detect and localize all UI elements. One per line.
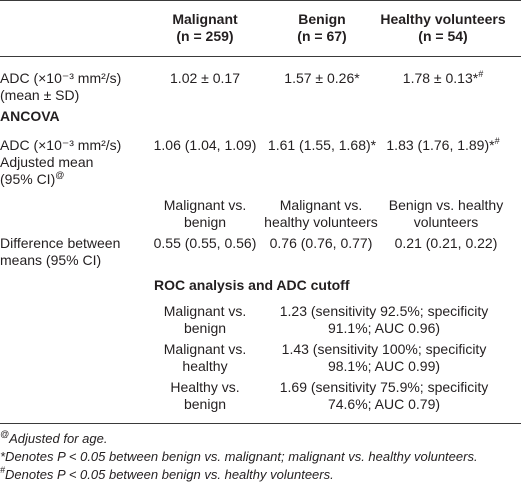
ancova-healthy-mark: #	[494, 136, 500, 146]
comparison-col3-line1: Benign vs. healthy	[388, 197, 504, 213]
roc-row1-label1: Malignant vs.	[163, 303, 247, 319]
footnote-adjusted: @Adjusted for age.	[0, 429, 108, 447]
footnote-benign-healthy-text: Denotes P < 0.05 between benign vs. heal…	[5, 467, 334, 482]
roc-row2-label1: Malignant vs.	[163, 341, 247, 357]
benign-name: Benign	[298, 11, 346, 27]
benign-n: (n = 67)	[297, 28, 347, 44]
col-header-healthy: Healthy volunteers (n = 54)	[368, 11, 518, 45]
header-rule	[0, 56, 521, 57]
healthy-n: (n = 54)	[418, 28, 468, 44]
difference-value-1: 0.55 (0.55, 0.56)	[153, 235, 257, 251]
adc-label-line1: ADC (×10⁻³ mm²/s)	[0, 70, 122, 86]
difference-value-3: 0.21 (0.21, 0.22)	[394, 235, 498, 251]
adc-label-line2: (mean ± SD)	[0, 87, 80, 103]
adc-row-label: ADC (×10⁻³ mm²/s) (mean ± SD)	[0, 70, 121, 104]
ancova-label-line1: ADC (×10⁻³ mm²/s)	[0, 137, 122, 153]
roc-row-value: 1.23 (sensitivity 92.5%; specificity 91.…	[262, 303, 506, 337]
difference-row-label: Difference between means (95% CI)	[0, 235, 120, 269]
roc-row1-value1: 1.23 (sensitivity 92.5%; specificity	[279, 303, 489, 319]
difference-label-line1: Difference between	[0, 235, 121, 251]
comparison-col2: Malignant vs. healthy volunteers	[256, 197, 386, 231]
bottom-rule	[0, 423, 521, 424]
footnote-adjusted-text: Adjusted for age.	[9, 431, 108, 446]
roc-row-value: 1.43 (sensitivity 100%; specificity 98.1…	[262, 341, 506, 375]
roc-row2-value1: 1.43 (sensitivity 100%; specificity	[281, 341, 487, 357]
adc-healthy-value: 1.78 ± 0.13*	[402, 70, 479, 86]
ancova-row-label: ADC (×10⁻³ mm²/s) Adjusted mean (95% CI)…	[0, 137, 121, 188]
roc-row3-value2: 74.6%; AUC 0.79)	[327, 396, 441, 412]
footnote-benign-malignant: *Denotes P < 0.05 between benign vs. mal…	[0, 449, 478, 464]
roc-row3-label2: benign	[183, 396, 227, 412]
ancova-label-line3: (95% CI)	[0, 171, 56, 187]
comparison-col2-line1: Malignant vs.	[279, 197, 363, 213]
adc-healthy: 1.78 ± 0.13*#	[368, 70, 518, 87]
roc-row-label: Malignant vs. healthy	[140, 341, 270, 375]
malignant-n: (n = 259)	[176, 28, 234, 44]
difference-value-2: 0.76 (0.76, 0.77)	[269, 235, 373, 251]
ancova-healthy-value: 1.83 (1.76, 1.89)*	[386, 137, 495, 153]
comparison-col1-line2: benign	[183, 214, 227, 230]
footnote-benign-healthy: #Denotes P < 0.05 between benign vs. hea…	[0, 465, 334, 483]
ancova-label-line2: Adjusted mean	[0, 154, 94, 170]
roc-row3-label1: Healthy vs.	[170, 379, 240, 395]
adc-malignant: 1.02 ± 0.17	[170, 70, 240, 86]
roc-row-label: Healthy vs. benign	[140, 379, 270, 413]
ancova-label-mark: @	[55, 170, 65, 180]
adc-healthy-mark: #	[478, 69, 484, 79]
top-rule	[0, 0, 521, 1]
roc-row-label: Malignant vs. benign	[140, 303, 270, 337]
comparison-col2-line2: healthy volunteers	[264, 214, 378, 230]
roc-row2-label2: healthy	[182, 358, 228, 374]
comparison-col1: Malignant vs. benign	[140, 197, 270, 231]
roc-row1-value2: 91.1%; AUC 0.96)	[327, 320, 441, 336]
footnote-adjusted-mark: @	[0, 429, 10, 439]
roc-row1-label2: benign	[183, 320, 227, 336]
col-header-benign: Benign (n = 67)	[262, 11, 382, 45]
comparison-col3: Benign vs. healthy volunteers	[372, 197, 520, 231]
malignant-name: Malignant	[172, 11, 238, 27]
footnote-benign-healthy-mark: #	[0, 465, 6, 475]
ancova-healthy: 1.83 (1.76, 1.89)*#	[368, 137, 518, 154]
difference-label-line2: means (95% CI)	[0, 252, 102, 268]
roc-row-value: 1.69 (sensitivity 75.9%; specificity 74.…	[262, 379, 506, 413]
ancova-heading: ANCOVA	[0, 108, 60, 124]
ancova-malignant: 1.06 (1.04, 1.09)	[153, 137, 257, 153]
comparison-col1-line1: Malignant vs.	[163, 197, 247, 213]
adc-benign: 1.57 ± 0.26*	[284, 70, 360, 86]
roc-row3-value1: 1.69 (sensitivity 75.9%; specificity	[279, 379, 489, 395]
ancova-benign: 1.61 (1.55, 1.68)*	[267, 137, 377, 153]
col-header-malignant: Malignant (n = 259)	[140, 11, 270, 45]
roc-row2-value2: 98.1%; AUC 0.99)	[327, 358, 441, 374]
comparison-col3-line2: volunteers	[413, 214, 479, 230]
roc-heading: ROC analysis and ADC cutoff	[154, 277, 350, 293]
healthy-name: Healthy volunteers	[380, 11, 506, 27]
